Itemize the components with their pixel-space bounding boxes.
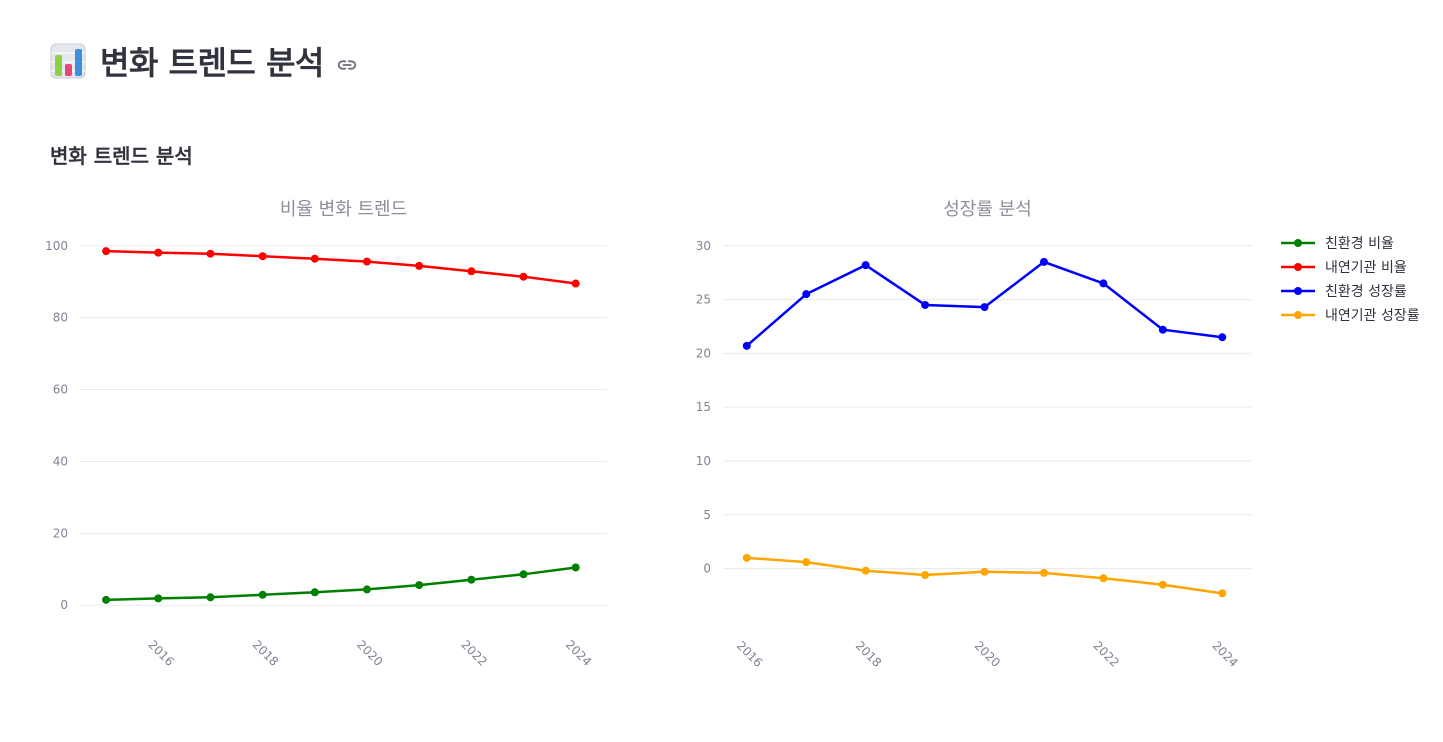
data-point (1218, 333, 1227, 342)
series-1 (742, 257, 1227, 350)
x-tick-label: 2018 (853, 638, 884, 669)
ratio-trend-chart: 비율 변화 트렌드 0 20 40 60 80 100 2016 2018 2020 2022 202… (45, 199, 607, 669)
series-1 (102, 563, 580, 604)
y-tick-label: 25 (696, 293, 711, 307)
data-point (258, 252, 267, 261)
data-point (1039, 568, 1048, 577)
y-tick-label: 40 (53, 454, 68, 468)
chart-title: 성장률 분석 (943, 199, 1032, 220)
data-point (415, 581, 424, 590)
x-tick-label: 2024 (1209, 638, 1240, 669)
data-point (921, 300, 930, 309)
data-point (1099, 574, 1108, 583)
y-gridlines (80, 245, 607, 606)
data-point (921, 571, 930, 580)
x-tick-label: 2022 (1090, 638, 1121, 669)
data-point (362, 257, 371, 266)
data-point (742, 553, 751, 562)
data-point (1158, 580, 1167, 589)
x-tick-label: 2022 (458, 637, 489, 668)
x-tick-label: 2024 (563, 637, 594, 668)
section-heading: 변화 트렌드 분석 (50, 144, 193, 168)
data-point (802, 290, 811, 299)
bar-chart-emoji-icon (50, 43, 86, 79)
data-point (310, 588, 319, 597)
legend-entry: 친환경 비율 (1325, 236, 1394, 252)
y-tick-label: 5 (703, 508, 711, 522)
data-point (571, 279, 580, 288)
legend-entry: 친환경 성장률 (1325, 284, 1407, 300)
x-tick-label: 2016 (734, 638, 765, 669)
y-tick-label: 0 (60, 598, 68, 612)
series-2 (742, 553, 1227, 598)
data-point (310, 254, 319, 263)
data-point (980, 567, 989, 576)
data-point (467, 575, 476, 584)
data-point (861, 566, 870, 575)
y-tick-label: 80 (53, 311, 68, 325)
x-tick-label: 2020 (354, 637, 385, 668)
y-tick-label: 15 (696, 400, 711, 414)
y-tick-label: 10 (696, 454, 711, 468)
data-point (258, 590, 267, 599)
data-point (206, 593, 215, 602)
data-point (1099, 279, 1108, 288)
series-2 (102, 247, 580, 288)
data-point (102, 247, 111, 256)
data-point (154, 594, 163, 603)
legend-swatch-marker (1294, 311, 1302, 319)
y-tick-label: 60 (53, 383, 68, 397)
page-title: 변화 트렌드 분석 (100, 44, 324, 82)
y-tick-label: 0 (703, 562, 711, 576)
data-point (519, 272, 528, 281)
x-tick-label: 2018 (250, 637, 281, 668)
series-line (106, 249, 576, 285)
y-tick-label: 30 (696, 239, 711, 253)
data-point (467, 267, 476, 276)
data-point (206, 249, 215, 258)
page-header: 변화 트렌드 분석 (50, 36, 358, 86)
y-gridlines (723, 245, 1252, 570)
data-point (980, 303, 989, 312)
data-point (1158, 325, 1167, 334)
legend-entry: 내연기관 성장률 (1325, 308, 1420, 324)
data-point (742, 341, 751, 350)
link-icon[interactable] (336, 54, 358, 76)
data-point (1218, 589, 1227, 598)
data-point (571, 563, 580, 572)
data-point (802, 558, 811, 567)
series-line (106, 566, 576, 602)
data-point (362, 585, 371, 594)
data-point (1039, 257, 1048, 266)
legend-swatch-marker (1294, 263, 1302, 271)
y-tick-label: 20 (696, 346, 711, 360)
data-point (861, 261, 870, 270)
y-tick-label: 100 (45, 239, 68, 253)
y-tick-label: 20 (53, 526, 68, 540)
legend-swatch-marker (1294, 239, 1302, 247)
growth-rate-chart: 성장률 분석 0 5 10 15 20 25 30 2016 2018 2020 2022 2024 친환… (696, 199, 1420, 670)
data-point (415, 261, 424, 270)
data-point (154, 248, 163, 257)
x-tick-label: 2016 (145, 637, 176, 668)
x-tick-label: 2020 (972, 638, 1003, 669)
data-point (102, 595, 111, 604)
legend-entry: 내연기관 비율 (1325, 260, 1407, 276)
data-point (519, 570, 528, 579)
chart-title: 비율 변화 트렌드 (280, 199, 407, 220)
legend-swatch-marker (1294, 287, 1302, 295)
